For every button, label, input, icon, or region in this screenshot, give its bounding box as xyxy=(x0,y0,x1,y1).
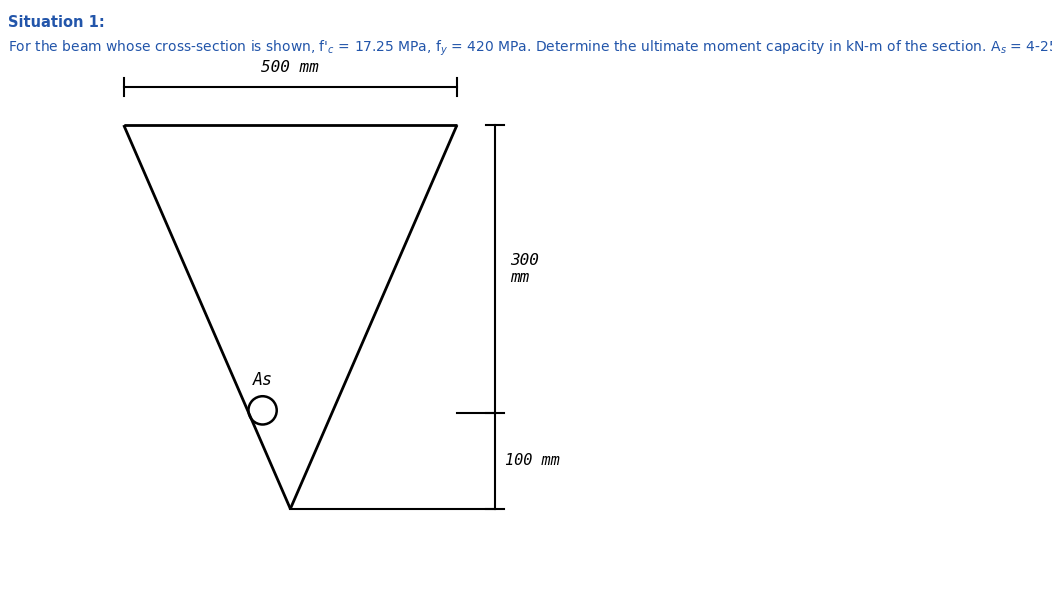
Text: As: As xyxy=(252,371,272,389)
Text: 100 mm: 100 mm xyxy=(505,453,560,468)
Text: 500 mm: 500 mm xyxy=(262,60,319,75)
Text: Situation 1:: Situation 1: xyxy=(8,15,105,30)
Text: 300
mm: 300 mm xyxy=(510,253,539,285)
Text: For the beam whose cross-section is shown, f'$_c$ = 17.25 MPa, f$_y$ = 420 MPa. : For the beam whose cross-section is show… xyxy=(8,39,1052,58)
